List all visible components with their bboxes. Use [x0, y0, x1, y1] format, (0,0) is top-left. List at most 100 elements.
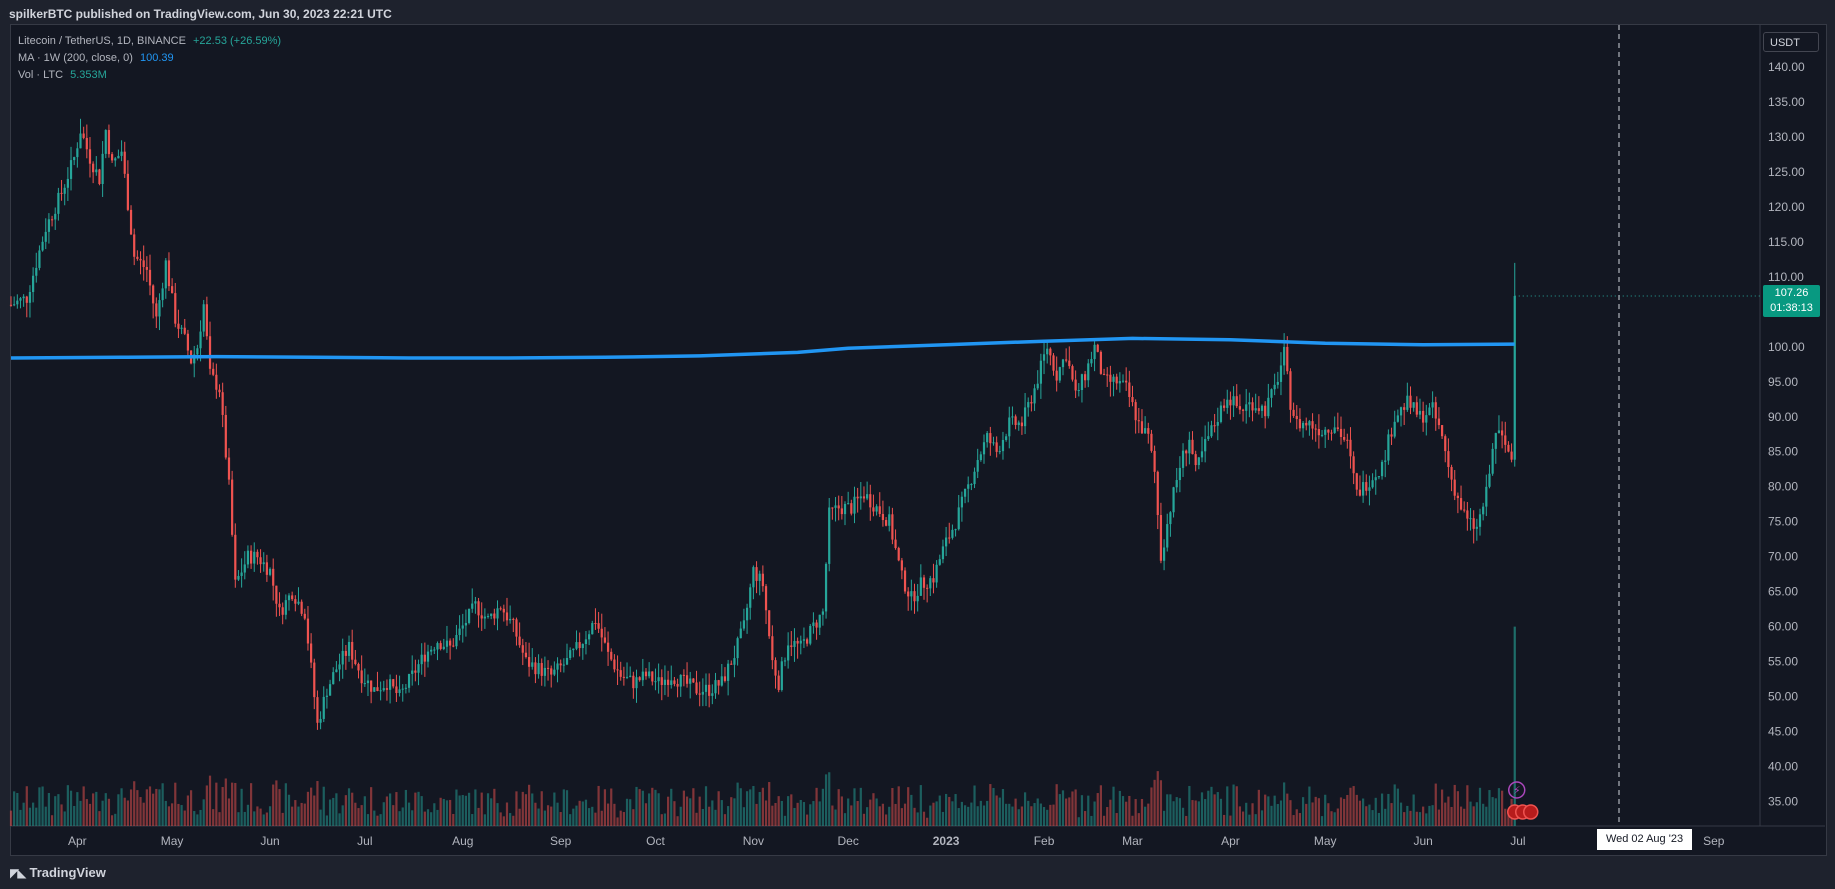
x-tick-label: Apr	[1221, 834, 1240, 848]
volume-bar	[1374, 797, 1377, 826]
candle-body	[354, 659, 357, 664]
volume-bar	[142, 802, 145, 826]
candle-body	[575, 642, 578, 649]
candle-body	[1267, 397, 1270, 417]
candle-body	[328, 684, 332, 696]
volume-label[interactable]: Vol · LTC	[18, 69, 64, 81]
candle-body	[16, 300, 19, 305]
volume-bar	[866, 807, 869, 826]
volume-bar	[224, 778, 227, 826]
volume-bar	[1036, 798, 1039, 826]
candle-body	[1251, 402, 1254, 411]
volume-bar	[1440, 789, 1444, 826]
volume-bar	[1456, 791, 1459, 826]
volume-bar	[1200, 792, 1204, 826]
volume-bar	[689, 798, 692, 826]
volume-bar	[1267, 796, 1270, 826]
candle-body	[527, 657, 531, 667]
candle-body	[900, 560, 903, 571]
candle-body	[521, 645, 524, 653]
candle-body	[300, 601, 303, 614]
volume-bar	[1005, 803, 1008, 826]
candle-body	[967, 484, 970, 489]
volume-bar	[872, 793, 875, 826]
candle-body	[1061, 359, 1065, 368]
candle-body	[771, 636, 774, 661]
candle-body	[496, 608, 499, 619]
volume-bar	[212, 809, 215, 826]
candle-body	[332, 672, 335, 685]
volume-bar	[401, 807, 404, 826]
volume-bar	[28, 807, 32, 826]
symbol-title[interactable]: Litecoin / TetherUS, 1D, BINANCE	[18, 35, 186, 47]
volume-bar	[1501, 790, 1504, 826]
x-tick-label: May	[161, 834, 184, 848]
y-tick-label: 120.00	[1768, 200, 1805, 214]
volume-bar	[1147, 803, 1150, 826]
candle-body	[695, 682, 698, 694]
volume-bar	[1314, 796, 1317, 826]
volume-bar	[730, 797, 733, 826]
volume-bar	[1023, 792, 1027, 826]
volume-bar	[1030, 806, 1033, 826]
candle-body	[518, 636, 521, 646]
volume-bar	[881, 803, 885, 826]
volume-bar	[834, 809, 837, 826]
candle-body	[793, 640, 796, 647]
volume-bar	[284, 783, 287, 826]
y-tick-label: 90.00	[1768, 410, 1798, 424]
volume-bar	[275, 780, 278, 826]
ma-label[interactable]: MA · 1W (200, close, 0)	[18, 52, 133, 64]
candle-body	[22, 296, 25, 299]
candle-body	[1362, 482, 1365, 496]
volume-bar	[1096, 793, 1099, 826]
volume-bar	[1295, 809, 1298, 826]
volume-bar	[922, 811, 926, 826]
candle-body	[1440, 425, 1444, 437]
candle-body	[907, 591, 910, 597]
x-tick-label: Nov	[743, 834, 764, 848]
candle-body	[35, 267, 38, 276]
candle-body	[768, 610, 771, 637]
volume-bar	[1077, 817, 1080, 826]
candle-body	[1137, 420, 1140, 422]
footer-bar: ◤◣ TradingView	[0, 856, 1835, 889]
candle-body	[148, 269, 152, 286]
volume-bar	[1507, 811, 1510, 826]
volume-bar	[483, 814, 486, 826]
volume-bar	[938, 795, 941, 826]
candle-body	[783, 660, 787, 662]
volume-bar	[663, 813, 667, 826]
volume-bar	[205, 785, 208, 826]
volume-bar	[1226, 786, 1229, 826]
candle-body	[28, 292, 32, 303]
ma-legend[interactable]: MA · 1W (200, close, 0) 100.39	[18, 52, 174, 64]
symbol-legend[interactable]: Litecoin / TetherUS, 1D, BINANCE +22.53 …	[18, 35, 281, 47]
candle-body	[461, 625, 464, 629]
candle-body	[708, 684, 711, 696]
candle-body	[663, 679, 667, 685]
volume-bar	[490, 798, 493, 826]
candle-body	[572, 648, 575, 651]
candle-body	[957, 507, 960, 530]
volume-bar	[635, 786, 638, 826]
volume-bar	[1396, 788, 1399, 826]
candle-body	[420, 654, 423, 665]
candle-body	[32, 275, 35, 293]
currency-selector[interactable]: USDT	[1763, 32, 1819, 52]
volume-legend[interactable]: Vol · LTC 5.353M	[18, 69, 107, 81]
volume-bar	[1463, 808, 1466, 826]
volume-bar	[869, 799, 872, 826]
candle-body	[944, 537, 948, 547]
volume-bar	[1210, 786, 1213, 826]
volume-bar	[44, 806, 47, 826]
x-tick-label: Jul	[357, 834, 372, 848]
candle-body	[1023, 407, 1027, 427]
candle-body	[1374, 477, 1377, 481]
candle-body	[60, 192, 63, 194]
volume-bar	[1001, 789, 1005, 826]
volume-bar	[449, 799, 452, 826]
tradingview-brand[interactable]: ◤◣ TradingView	[10, 865, 106, 880]
chart-pane[interactable]	[10, 24, 1827, 856]
